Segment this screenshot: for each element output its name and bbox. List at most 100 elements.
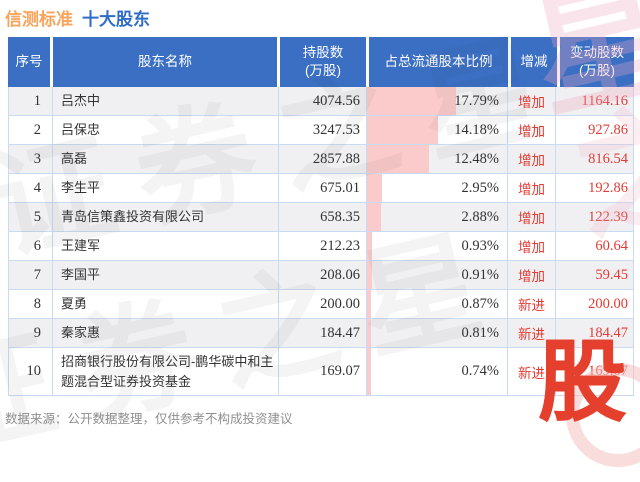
header-change-shares: 变动股数 (万股) — [560, 37, 634, 87]
change-direction: 增加 — [508, 145, 556, 173]
shareholder-name: 李国平 — [53, 261, 279, 289]
table-row: 4 李生平 675.01 2.95% 增加 192.86 — [9, 174, 633, 203]
table-row: 9 秦家惠 184.47 0.81% 新进 184.47 — [9, 319, 633, 348]
row-index: 4 — [9, 174, 53, 202]
ratio-cell: 0.74% — [367, 348, 508, 395]
ratio-value: 0.93% — [461, 237, 499, 254]
ratio-bar — [367, 116, 438, 144]
shares-held: 2857.88 — [279, 145, 367, 173]
change-direction: 新进 — [508, 348, 556, 395]
row-index: 10 — [9, 348, 53, 395]
ratio-cell: 2.88% — [367, 203, 508, 231]
shareholder-name: 青岛信策鑫投资有限公司 — [53, 203, 279, 231]
table-body: 1 吕杰中 4074.56 17.79% 增加 1164.16 2 吕保忠 32… — [8, 87, 634, 396]
stock-name: 信测标准 — [5, 10, 73, 29]
row-index: 2 — [9, 116, 53, 144]
table-row: 2 吕保忠 3247.53 14.18% 增加 927.86 — [9, 116, 633, 145]
shareholder-name: 秦家惠 — [53, 319, 279, 347]
ratio-cell: 12.48% — [367, 145, 508, 173]
ratio-bar — [367, 145, 429, 173]
shareholder-name: 王建军 — [53, 232, 279, 260]
data-source-note: 数据来源：公开数据整理，仅供参考不构成投资建议 — [5, 412, 293, 426]
change-direction: 增加 — [508, 87, 556, 115]
shares-held: 675.01 — [279, 174, 367, 202]
row-index: 8 — [9, 290, 53, 318]
ratio-value: 2.88% — [461, 208, 499, 225]
header-shares: 持股数 (万股) — [280, 37, 366, 87]
page-title: 信测标准 十大股东 — [5, 5, 150, 30]
header-ratio: 占总流通股本比例 — [369, 37, 508, 87]
row-index: 1 — [9, 87, 53, 115]
shares-held: 208.06 — [279, 261, 367, 289]
header-index: 序号 — [8, 37, 50, 87]
shares-held: 658.35 — [279, 203, 367, 231]
ratio-value: 0.87% — [461, 295, 499, 312]
table-row: 7 李国平 208.06 0.91% 增加 59.45 — [9, 261, 633, 290]
shareholder-name: 吕保忠 — [53, 116, 279, 144]
shareholder-name: 李生平 — [53, 174, 279, 202]
ratio-value: 14.18% — [454, 121, 499, 138]
shares-held: 200.00 — [279, 290, 367, 318]
change-direction: 增加 — [508, 203, 556, 231]
ratio-bar — [367, 261, 372, 289]
shares-held: 169.07 — [279, 348, 367, 395]
ratio-cell: 0.91% — [367, 261, 508, 289]
row-index: 9 — [9, 319, 53, 347]
header-name: 股东名称 — [53, 37, 277, 87]
ratio-value: 12.48% — [454, 150, 499, 167]
shareholders-table: 序号 股东名称 持股数 (万股) 占总流通股本比例 增减 变动股数 (万股) 1… — [8, 37, 634, 396]
table-row: 1 吕杰中 4074.56 17.79% 增加 1164.16 — [9, 87, 633, 116]
ratio-bar — [367, 203, 381, 231]
ratio-value: 2.95% — [461, 179, 499, 196]
change-direction: 增加 — [508, 232, 556, 260]
change-shares: 184.47 — [588, 324, 628, 341]
table-header: 序号 股东名称 持股数 (万股) 占总流通股本比例 增减 变动股数 (万股) — [8, 37, 634, 87]
change-shares: 200.00 — [588, 295, 628, 312]
table-row: 10 招商银行股份有限公司-鹏华碳中和主题混合型证券投资基金 169.07 0.… — [9, 348, 633, 395]
ratio-value: 0.74% — [461, 363, 499, 379]
shareholder-name: 吕杰中 — [53, 87, 279, 115]
change-shares: 192.86 — [588, 179, 628, 196]
change-shares: 60.64 — [595, 237, 628, 254]
change-shares: 169.07 — [588, 363, 628, 379]
row-index: 7 — [9, 261, 53, 289]
ratio-cell: 0.81% — [367, 319, 508, 347]
change-shares: 1164.16 — [581, 92, 628, 109]
row-index: 3 — [9, 145, 53, 173]
ratio-bar — [367, 87, 456, 115]
table-row: 5 青岛信策鑫投资有限公司 658.35 2.88% 增加 122.39 — [9, 203, 633, 232]
change-direction: 增加 — [508, 116, 556, 144]
ratio-value: 17.79% — [454, 92, 499, 109]
shares-held: 212.23 — [279, 232, 367, 260]
ratio-bar — [367, 232, 372, 260]
ratio-value: 0.81% — [461, 324, 499, 341]
shares-held: 184.47 — [279, 319, 367, 347]
table-row: 8 夏勇 200.00 0.87% 新进 200.00 — [9, 290, 633, 319]
change-shares: 122.39 — [588, 208, 628, 225]
table-row: 6 王建军 212.23 0.93% 增加 60.64 — [9, 232, 633, 261]
ratio-bar — [367, 319, 371, 347]
ratio-cell: 14.18% — [367, 116, 508, 144]
ratio-bar — [367, 174, 382, 202]
header-change: 增减 — [511, 37, 557, 87]
change-shares: 927.86 — [588, 121, 628, 138]
change-direction: 新进 — [508, 319, 556, 347]
shareholder-name: 高磊 — [53, 145, 279, 173]
change-shares: 59.45 — [595, 266, 628, 283]
change-direction: 新进 — [508, 290, 556, 318]
change-direction: 增加 — [508, 174, 556, 202]
row-index: 5 — [9, 203, 53, 231]
ratio-bar — [367, 348, 371, 395]
ratio-cell: 0.93% — [367, 232, 508, 260]
table-row: 3 高磊 2857.88 12.48% 增加 816.54 — [9, 145, 633, 174]
shareholder-name: 夏勇 — [53, 290, 279, 318]
ratio-cell: 0.87% — [367, 290, 508, 318]
ratio-cell: 17.79% — [367, 87, 508, 115]
ratio-value: 0.91% — [461, 266, 499, 283]
shareholder-name: 招商银行股份有限公司-鹏华碳中和主题混合型证券投资基金 — [53, 348, 279, 395]
row-index: 6 — [9, 232, 53, 260]
change-direction: 增加 — [508, 261, 556, 289]
shares-held: 4074.56 — [279, 87, 367, 115]
ratio-bar — [367, 290, 371, 318]
change-shares: 816.54 — [588, 150, 628, 167]
